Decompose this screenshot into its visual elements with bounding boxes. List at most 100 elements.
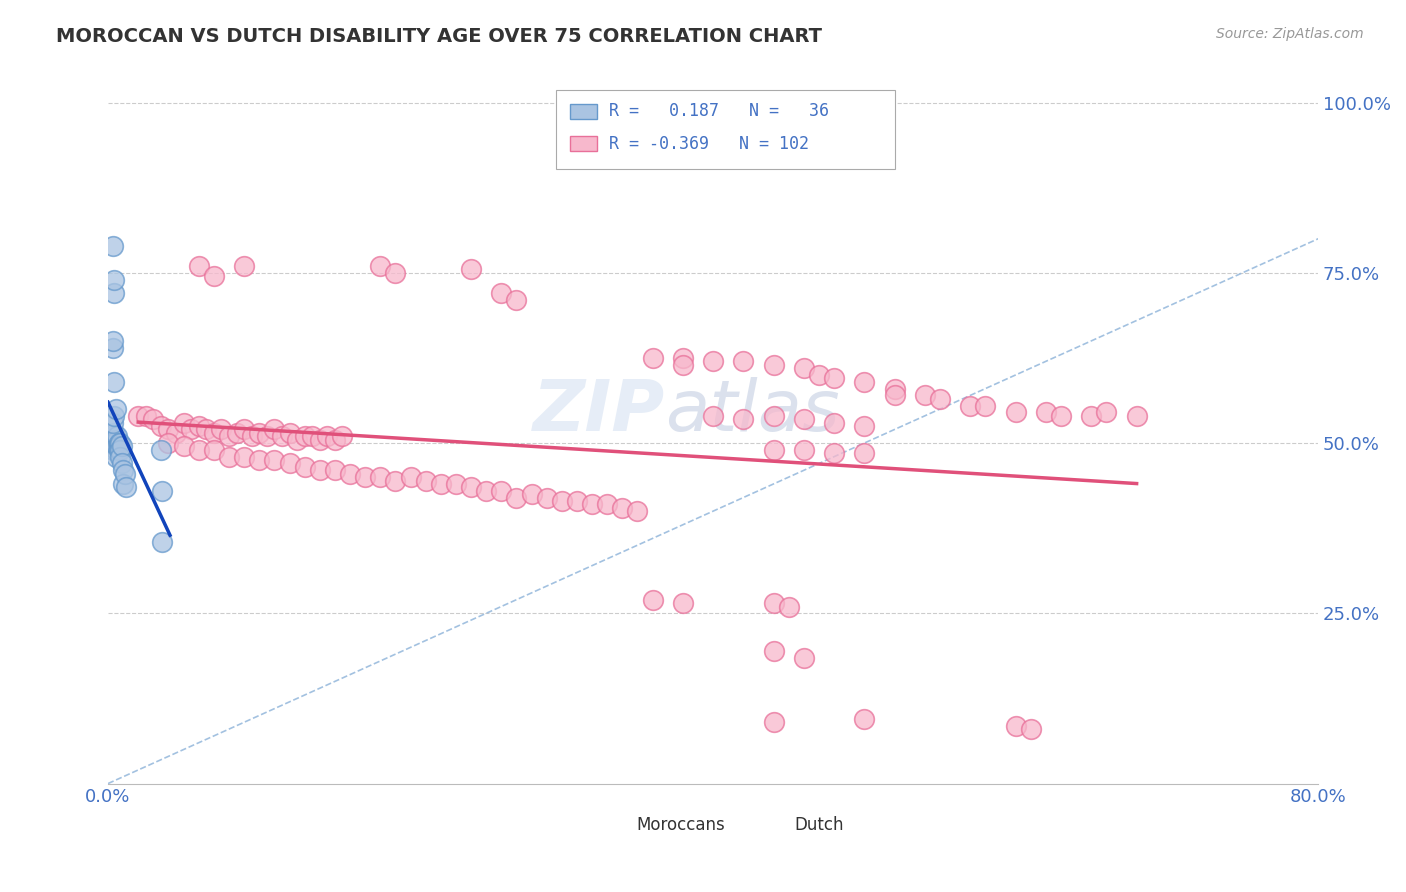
Point	[823, 416, 845, 430]
Point	[551, 494, 574, 508]
Point	[101, 436, 124, 450]
Point	[209, 422, 232, 436]
FancyBboxPatch shape	[571, 136, 598, 152]
Point	[110, 440, 132, 454]
Point	[399, 470, 422, 484]
Point	[152, 534, 174, 549]
Point	[974, 399, 997, 413]
Point	[103, 409, 125, 423]
Point	[491, 286, 513, 301]
Point	[195, 422, 218, 436]
Point	[180, 422, 202, 436]
Point	[103, 272, 125, 286]
Point	[101, 429, 124, 443]
Point	[1095, 405, 1118, 419]
Point	[308, 463, 330, 477]
Point	[491, 483, 513, 498]
Point	[247, 453, 270, 467]
Point	[101, 341, 124, 355]
Point	[444, 477, 467, 491]
Point	[536, 491, 558, 505]
Point	[263, 453, 285, 467]
Point	[256, 429, 278, 443]
Point	[339, 467, 361, 481]
Point	[108, 442, 131, 457]
Point	[104, 402, 127, 417]
Point	[263, 422, 285, 436]
Point	[460, 262, 482, 277]
Point	[202, 269, 225, 284]
Point	[105, 429, 128, 443]
Point	[914, 388, 936, 402]
Point	[271, 429, 294, 443]
Point	[762, 715, 785, 730]
Point	[520, 487, 543, 501]
Point	[110, 457, 132, 471]
Point	[112, 463, 135, 477]
Point	[323, 463, 346, 477]
Point	[733, 412, 755, 426]
Point	[853, 446, 876, 460]
Point	[384, 474, 406, 488]
Point	[107, 440, 129, 454]
Point	[187, 442, 209, 457]
FancyBboxPatch shape	[762, 818, 789, 834]
Point	[929, 392, 952, 406]
Point	[108, 436, 131, 450]
Point	[565, 494, 588, 508]
Point	[301, 429, 323, 443]
Point	[142, 412, 165, 426]
Text: R =   0.187   N =   36: R = 0.187 N = 36	[609, 103, 830, 120]
Point	[368, 470, 391, 484]
Point	[853, 375, 876, 389]
Point	[104, 450, 127, 464]
Point	[323, 433, 346, 447]
Point	[187, 259, 209, 273]
Point	[149, 442, 172, 457]
FancyBboxPatch shape	[555, 90, 894, 169]
Point	[105, 440, 128, 454]
Point	[1019, 722, 1042, 736]
Point	[641, 351, 664, 365]
Point	[233, 450, 256, 464]
Point	[475, 483, 498, 498]
Point	[165, 425, 187, 440]
Point	[853, 712, 876, 726]
Point	[415, 474, 437, 488]
Point	[733, 354, 755, 368]
Point	[107, 442, 129, 457]
Point	[368, 259, 391, 273]
Point	[308, 433, 330, 447]
Text: Moroccans: Moroccans	[637, 816, 725, 834]
Point	[294, 429, 316, 443]
Point	[101, 238, 124, 252]
Point	[233, 259, 256, 273]
Point	[104, 436, 127, 450]
Point	[278, 425, 301, 440]
Point	[152, 483, 174, 498]
Point	[793, 650, 815, 665]
Point	[202, 425, 225, 440]
Point	[103, 375, 125, 389]
Point	[1004, 405, 1026, 419]
Text: R = -0.369   N = 102: R = -0.369 N = 102	[609, 135, 808, 153]
Point	[101, 442, 124, 457]
Point	[641, 592, 664, 607]
Point	[103, 433, 125, 447]
Point	[807, 368, 830, 382]
Point	[247, 425, 270, 440]
Point	[596, 497, 619, 511]
Point	[103, 440, 125, 454]
Point	[101, 334, 124, 348]
Point	[187, 419, 209, 434]
Point	[225, 425, 247, 440]
Point	[173, 416, 195, 430]
Point	[135, 409, 157, 423]
Point	[149, 419, 172, 434]
Point	[823, 446, 845, 460]
Point	[1125, 409, 1147, 423]
Text: atlas: atlas	[665, 377, 839, 446]
Point	[1035, 405, 1057, 419]
Point	[612, 500, 634, 515]
Point	[218, 429, 240, 443]
